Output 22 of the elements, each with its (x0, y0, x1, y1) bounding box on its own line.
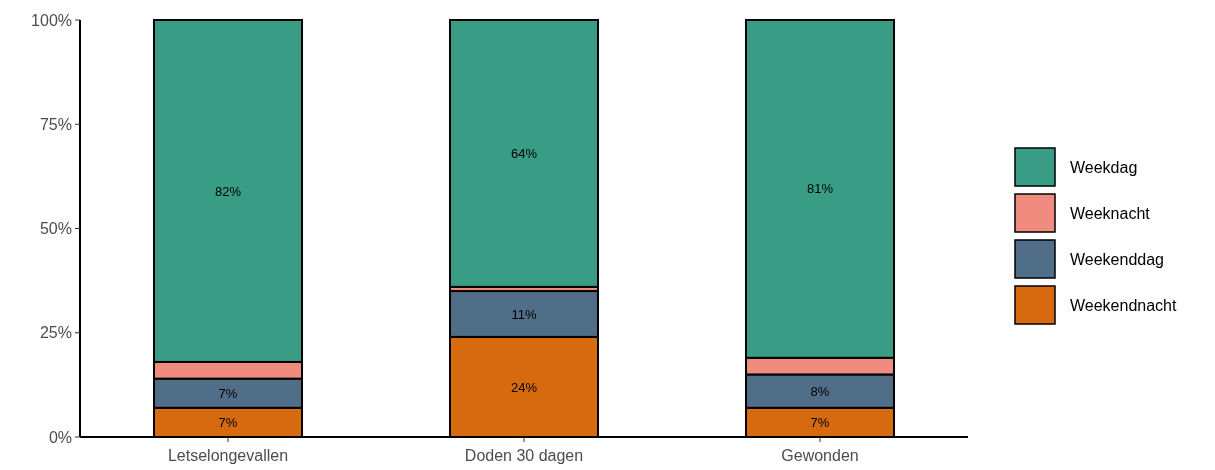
data-label: 7% (218, 414, 238, 430)
data-label: 81% (806, 181, 834, 197)
x-tick-label: Letselongevallen (167, 447, 289, 464)
data-label: 11% (511, 306, 537, 322)
data-label: 7% (810, 414, 830, 430)
bar (449, 19, 599, 288)
legend-label: Weekdag (1070, 158, 1138, 176)
y-tick-label: 25% (39, 324, 72, 342)
legend-label: Weekenddag (1070, 250, 1164, 268)
data-label: 24% (510, 379, 538, 395)
y-tick-label: 50% (39, 220, 72, 238)
x-tick-label: Doden 30 dagen (464, 447, 584, 464)
legend-label: Weeknacht (1070, 204, 1151, 222)
x-tick-label: Gewonden (781, 447, 859, 464)
y-tick-label: 0% (48, 428, 72, 446)
data-label: 8% (810, 383, 830, 399)
y-tick-label: 100% (31, 11, 72, 29)
data-label: 82% (214, 183, 242, 199)
y-tick-label: 75% (39, 115, 72, 133)
data-label: 64% (510, 145, 538, 161)
legend-label: Weekendnacht (1070, 296, 1177, 314)
data-label: 7% (218, 385, 238, 401)
